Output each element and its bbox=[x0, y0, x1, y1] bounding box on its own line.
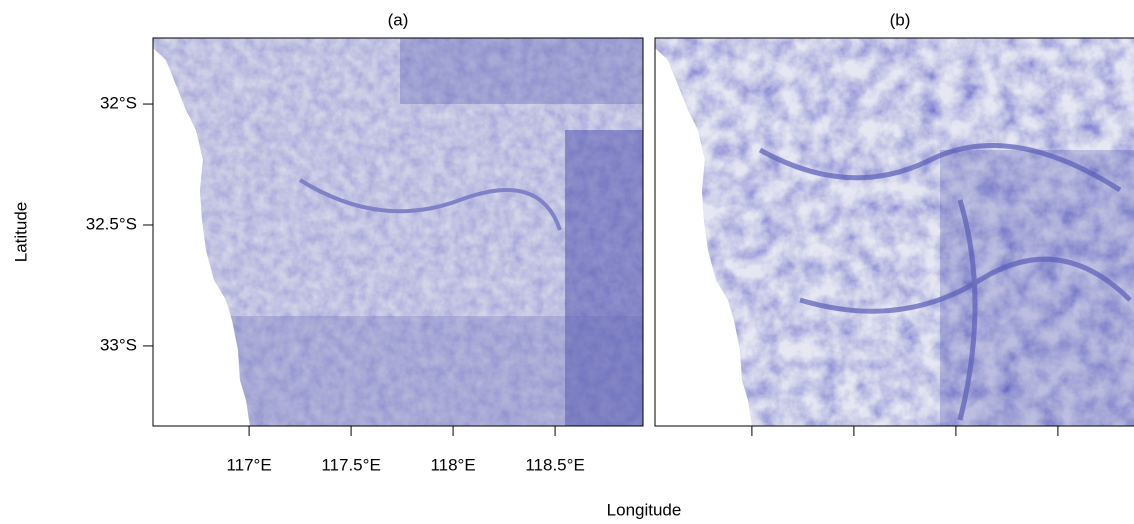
x-tick-label: 117°E bbox=[226, 455, 271, 474]
y-tick-label: 33°S bbox=[100, 335, 137, 354]
x-axis-label: Longitude bbox=[607, 500, 682, 519]
panel-frame bbox=[152, 37, 644, 427]
x-tick-label: 117.5°E bbox=[321, 455, 380, 474]
panel-title: (a) bbox=[388, 10, 409, 29]
y-tick-label: 32°S bbox=[100, 94, 137, 113]
y-tick-label: 32.5°S bbox=[86, 214, 137, 233]
x-tick-label: 118.5°E bbox=[525, 455, 584, 474]
panel-frame bbox=[654, 37, 1134, 427]
raster-a bbox=[153, 38, 643, 426]
panel-title: (b) bbox=[890, 10, 911, 29]
y-axis-label: Latitude bbox=[11, 202, 30, 263]
raster-b bbox=[655, 38, 1134, 426]
x-tick-label: 118°E bbox=[430, 455, 475, 474]
